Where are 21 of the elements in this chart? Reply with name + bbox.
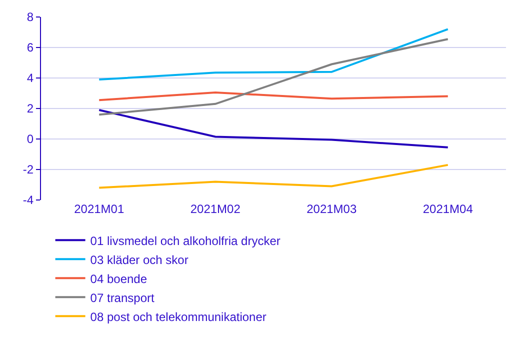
line-series — [98, 91, 449, 102]
y-tick-label: 2 — [26, 102, 34, 116]
x-tick-label: 2021M02 — [190, 202, 241, 216]
y-tick-label: 4 — [26, 71, 34, 86]
y-tick-label: 0 — [26, 132, 34, 146]
y-tick-label: -2 — [22, 162, 34, 177]
y-tick-label: -4 — [22, 193, 34, 208]
legend-label: 04 boende — [90, 272, 148, 286]
legend-label: 08 post och telekommunikationer — [90, 310, 266, 324]
line-series — [98, 164, 449, 189]
line-series — [98, 109, 449, 148]
x-tick-label: 2021M01 — [74, 202, 124, 216]
x-tick-label: 2021M03 — [306, 202, 357, 216]
legend-label: 07 transport — [90, 290, 156, 305]
y-tick-label: 6 — [26, 40, 34, 55]
y-tick-label: 8 — [26, 10, 34, 24]
legend-label: 01 livsmedel och alkoholfria drycker — [90, 234, 280, 248]
line-series — [98, 38, 449, 116]
line-series — [98, 28, 449, 81]
legend-label: 03 kläder och skor — [90, 252, 188, 267]
x-tick-label: 2021M04 — [422, 202, 474, 216]
